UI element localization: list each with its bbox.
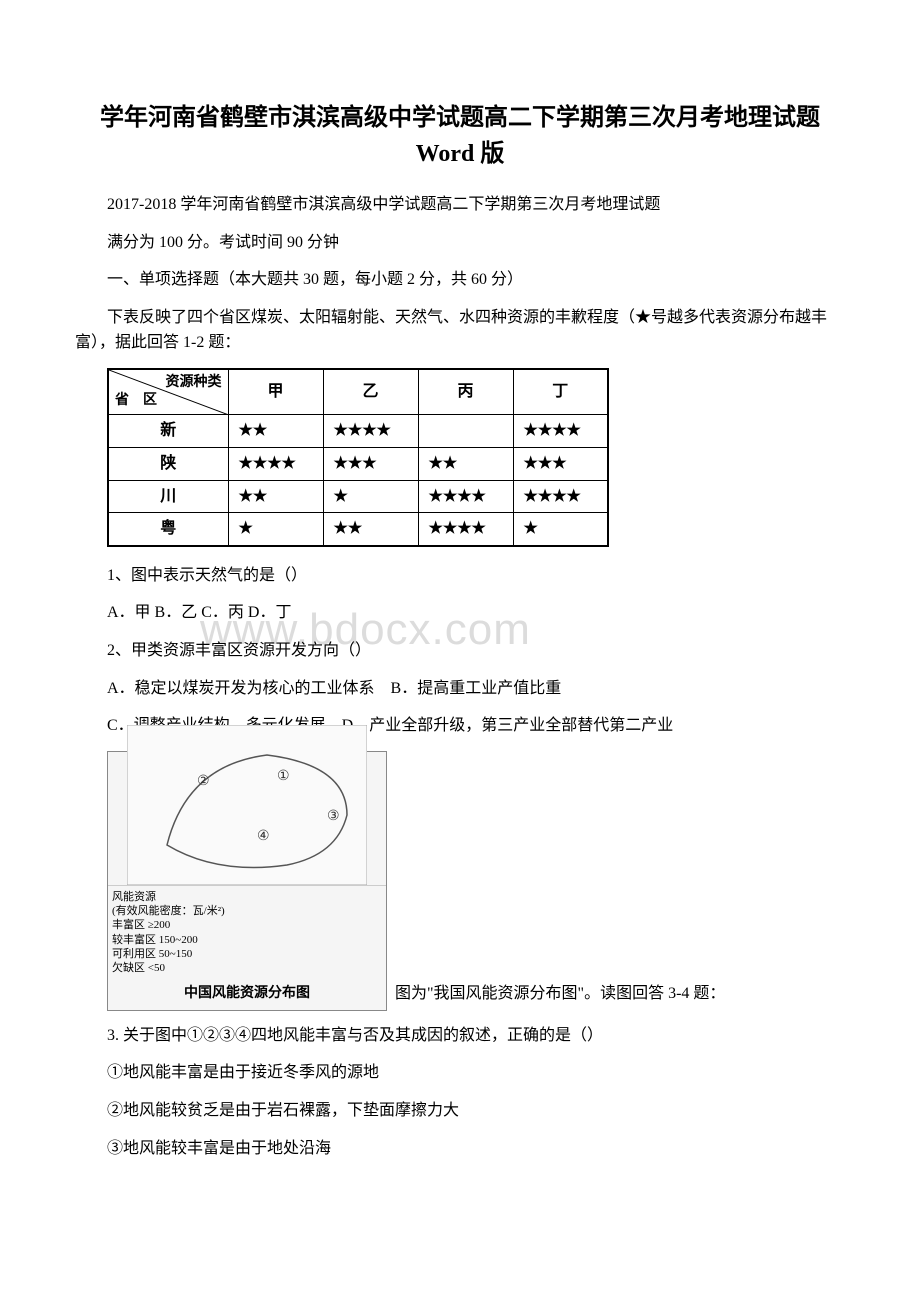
row-label: 粤 xyxy=(108,513,228,546)
star-cell: ★★ xyxy=(228,480,323,513)
legend-item: 丰富区 ≥200 xyxy=(112,918,382,932)
map-legend: 风能资源 (有效风能密度：瓦/米²) 丰富区 ≥200 较丰富区 150~200… xyxy=(108,885,386,980)
star-cell: ★★★★ xyxy=(323,415,418,448)
diagonal-header-cell: 资源种类 省 区 xyxy=(108,369,228,415)
map-body: ② ① ③ ④ xyxy=(108,725,386,885)
question-1-options: A．甲 B．乙 C．丙 D．丁 xyxy=(75,600,845,626)
question-2-options-1: A．稳定以煤炭开发为核心的工业体系 B．提高重工业产值比重 xyxy=(75,676,845,702)
col-header: 乙 xyxy=(323,369,418,415)
question-3: 3. 关于图中①②③④四地风能丰富与否及其成因的叙述，正确的是（） xyxy=(75,1023,845,1049)
question-3-sub2: ②地风能较贫乏是由于岩石裸露，下垫面摩擦力大 xyxy=(75,1098,845,1124)
row-label: 陕 xyxy=(108,448,228,481)
question-3-sub1: ①地风能丰富是由于接近冬季风的源地 xyxy=(75,1060,845,1086)
star-cell: ★★★★ xyxy=(228,448,323,481)
star-cell: ★★★★ xyxy=(418,480,513,513)
exam-info: 满分为 100 分。考试时间 90 分钟 xyxy=(75,230,845,256)
legend-title: 风能资源 xyxy=(112,890,382,904)
legend-subtitle: (有效风能密度：瓦/米²) xyxy=(112,904,382,918)
table-row: 川 ★★ ★ ★★★★ ★★★★ xyxy=(108,480,608,513)
star-cell: ★ xyxy=(513,513,608,546)
star-cell: ★★★★ xyxy=(418,513,513,546)
map-row: ② ① ③ ④ 风能资源 (有效风能密度：瓦/米²) 丰富区 ≥200 较丰富区… xyxy=(75,751,845,1011)
table-row: 陕 ★★★★ ★★★ ★★ ★★★ xyxy=(108,448,608,481)
table-header-row: 资源种类 省 区 甲 乙 丙 丁 xyxy=(108,369,608,415)
map-outline-icon: ② ① ③ ④ xyxy=(127,725,367,885)
svg-text:④: ④ xyxy=(257,829,270,844)
question-1: 1、图中表示天然气的是（） xyxy=(75,563,845,589)
question-2: 2、甲类资源丰富区资源开发方向（） xyxy=(75,638,845,664)
star-cell: ★ xyxy=(228,513,323,546)
row-label: 川 xyxy=(108,480,228,513)
col-header: 丙 xyxy=(418,369,513,415)
svg-text:①: ① xyxy=(277,769,290,784)
star-cell: ★★★ xyxy=(513,448,608,481)
table-row: 新 ★★ ★★★★ ★★★★ xyxy=(108,415,608,448)
resource-table-container: 资源种类 省 区 甲 乙 丙 丁 新 ★★ ★★★★ ★★★★ 陕 ★★★★ ★… xyxy=(107,368,845,547)
map-caption: 中国风能资源分布图 xyxy=(108,979,386,1009)
header-upper-label: 资源种类 xyxy=(166,372,222,394)
star-cell: ★★ xyxy=(323,513,418,546)
header-lower-label: 省 区 xyxy=(115,390,157,412)
section-heading: 一、单项选择题（本大题共 30 题，每小题 2 分，共 60 分） xyxy=(75,267,845,293)
star-cell: ★★ xyxy=(228,415,323,448)
star-cell: ★★★ xyxy=(323,448,418,481)
col-header: 丁 xyxy=(513,369,608,415)
legend-item: 较丰富区 150~200 xyxy=(112,933,382,947)
svg-text:②: ② xyxy=(197,774,210,789)
map-side-text: 图为"我国风能资源分布图"。读图回答 3-4 题： xyxy=(395,981,725,1007)
document-content: 学年河南省鹤壁市淇滨高级中学试题高二下学期第三次月考地理试题 Word 版 20… xyxy=(75,100,845,1161)
intro-paragraph: 下表反映了四个省区煤炭、太阳辐射能、天然气、水四种资源的丰歉程度（★号越多代表资… xyxy=(75,305,845,356)
svg-text:③: ③ xyxy=(327,809,340,824)
star-cell: ★★★★ xyxy=(513,480,608,513)
star-cell: ★ xyxy=(323,480,418,513)
legend-item: 欠缺区 <50 xyxy=(112,961,382,975)
china-wind-map: ② ① ③ ④ 风能资源 (有效风能密度：瓦/米²) 丰富区 ≥200 较丰富区… xyxy=(107,751,387,1011)
legend-item: 可利用区 50~150 xyxy=(112,947,382,961)
page-title: 学年河南省鹤壁市淇滨高级中学试题高二下学期第三次月考地理试题 Word 版 xyxy=(75,100,845,172)
question-3-sub3: ③地风能较丰富是由于地处沿海 xyxy=(75,1136,845,1162)
resource-table: 资源种类 省 区 甲 乙 丙 丁 新 ★★ ★★★★ ★★★★ 陕 ★★★★ ★… xyxy=(107,368,609,547)
exam-header: 2017-2018 学年河南省鹤壁市淇滨高级中学试题高二下学期第三次月考地理试题 xyxy=(75,192,845,218)
col-header: 甲 xyxy=(228,369,323,415)
star-cell xyxy=(418,415,513,448)
star-cell: ★★ xyxy=(418,448,513,481)
table-row: 粤 ★ ★★ ★★★★ ★ xyxy=(108,513,608,546)
star-cell: ★★★★ xyxy=(513,415,608,448)
row-label: 新 xyxy=(108,415,228,448)
